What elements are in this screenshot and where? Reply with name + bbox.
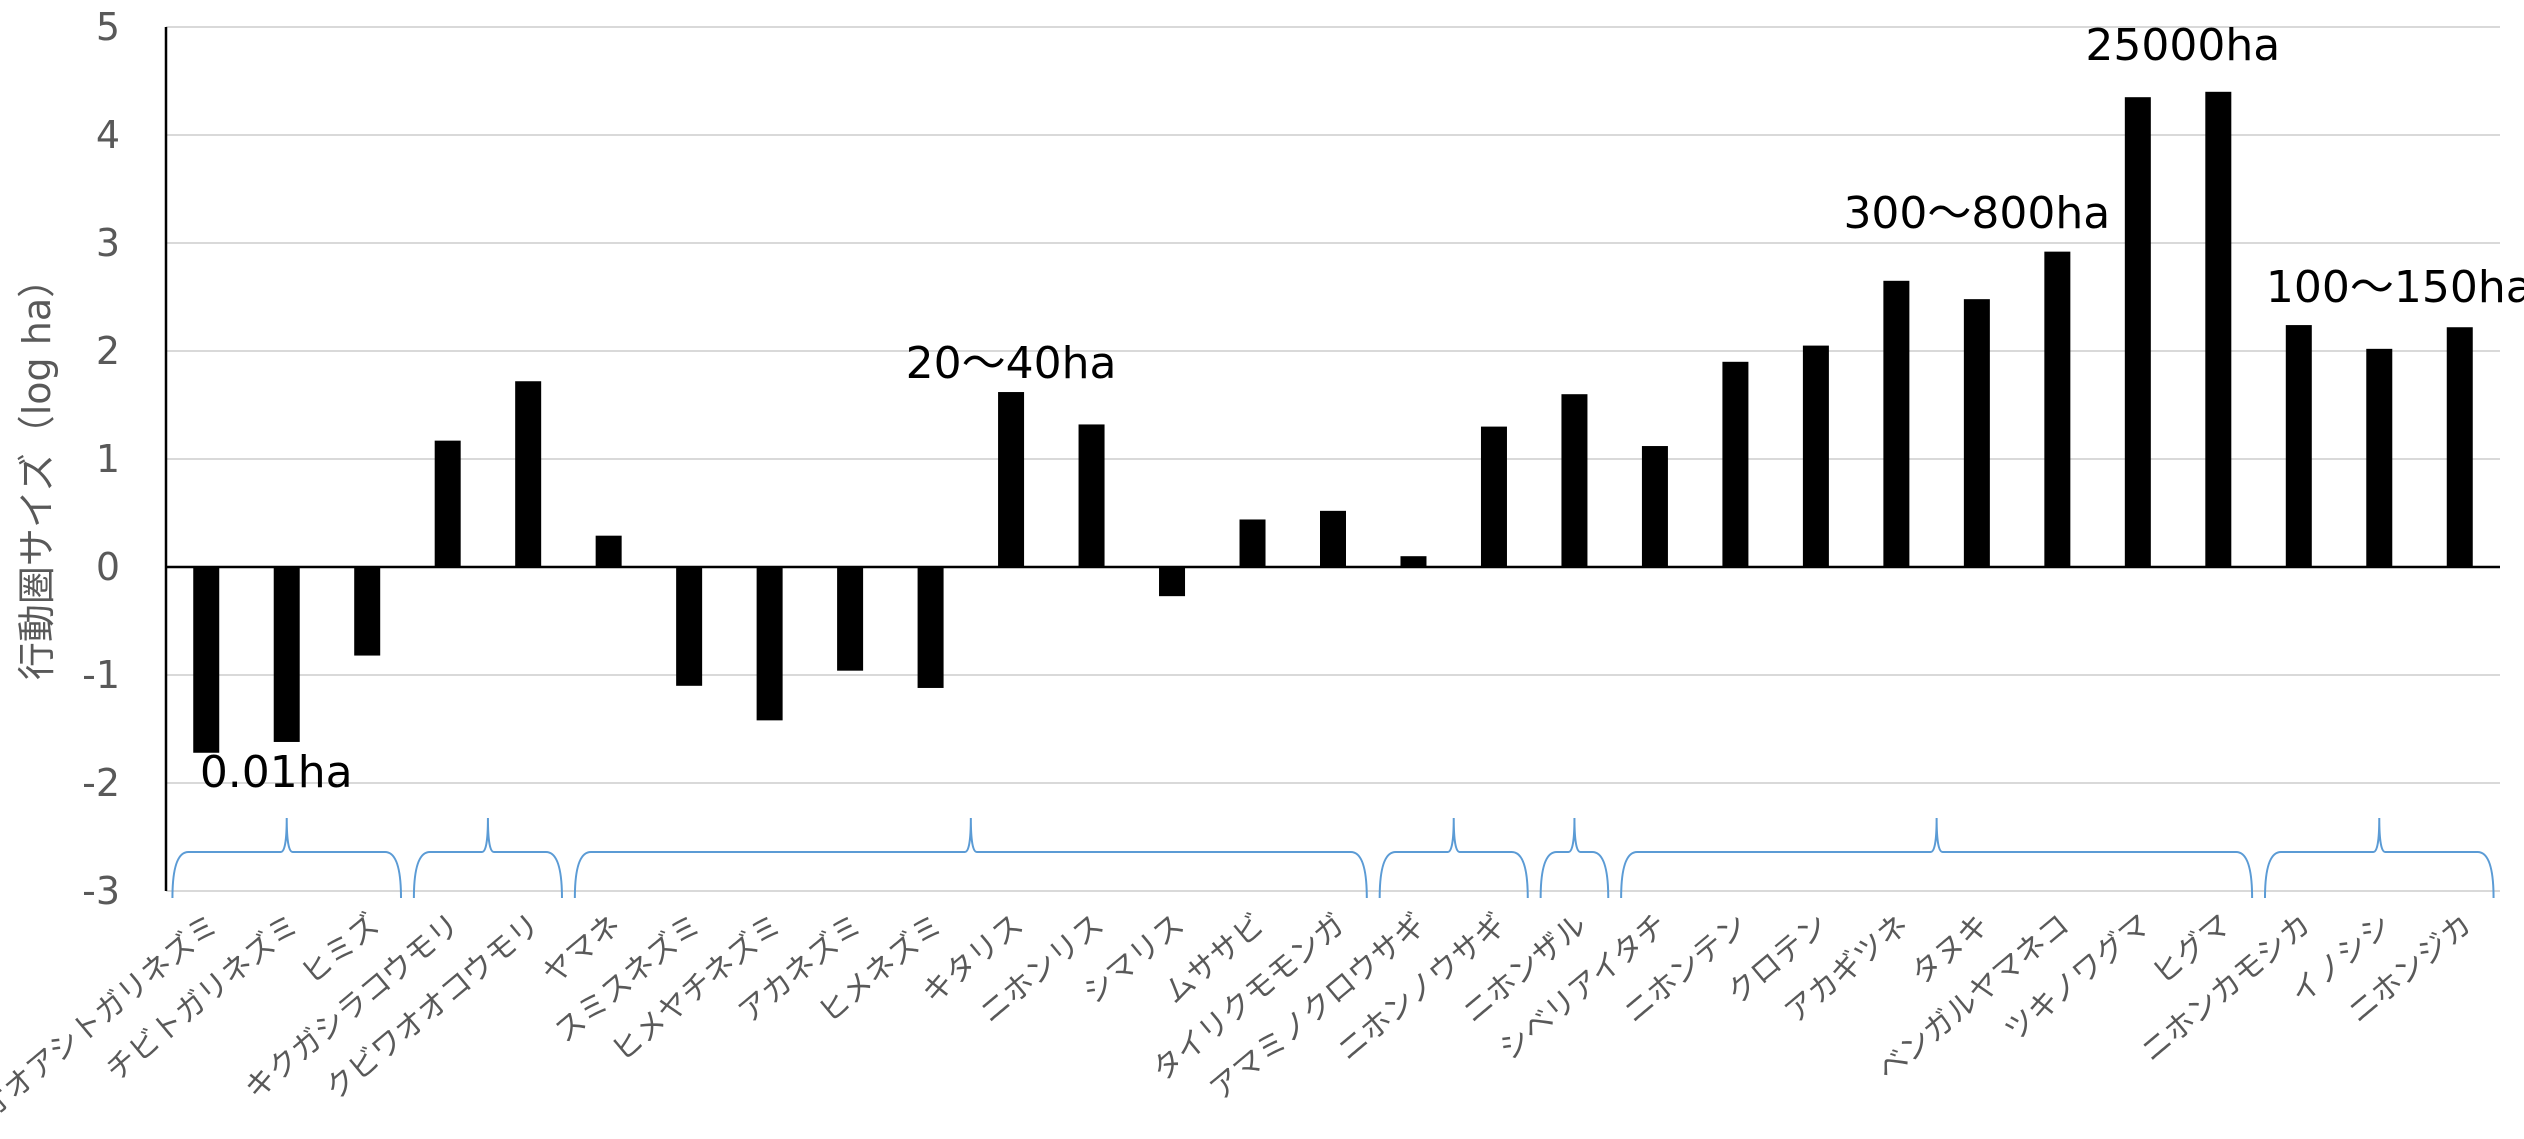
bar: [434, 440, 461, 567]
bar: [1722, 361, 1749, 567]
annotation-label: 20～40ha: [906, 338, 1117, 389]
bar: [1480, 426, 1507, 567]
annotation-label: 25000ha: [2085, 20, 2280, 71]
y-tick-label: 3: [96, 221, 120, 265]
bar: [1641, 446, 1668, 567]
y-tick-label: -3: [82, 869, 120, 913]
group-brace: [1539, 817, 1610, 899]
bar: [1561, 394, 1588, 567]
group-brace: [1378, 817, 1529, 899]
bar: [273, 567, 300, 742]
x-tick-labels: オオアシトガリネズミチビトガリネズミヒミズキクガシラコウモリクビワオオコウモリヤ…: [0, 907, 2479, 1126]
annotation-label: 100～150ha: [2266, 262, 2524, 313]
y-tick-labels: 5 4 3 2 1 0 -1 -2 -3: [82, 5, 120, 913]
gridlines: [166, 26, 2500, 892]
bar: [2124, 97, 2151, 567]
bar: [837, 567, 864, 671]
bar: [1883, 280, 1910, 567]
y-tick-label: 2: [96, 329, 120, 373]
y-tick-label: -1: [82, 653, 120, 697]
bar: [2285, 325, 2312, 567]
bar: [354, 567, 381, 656]
y-tick-label: 5: [96, 5, 120, 49]
bar: [595, 535, 622, 567]
y-tick-label: 0: [96, 545, 120, 589]
bar: [998, 392, 1025, 567]
bars: [193, 91, 2473, 753]
bar: [2366, 348, 2393, 567]
bar: [917, 567, 944, 688]
bar: [756, 567, 783, 721]
annotation-label: 0.01ha: [200, 747, 353, 798]
group-brace: [1620, 817, 2254, 899]
y-tick-label: -2: [82, 761, 120, 805]
bar: [193, 567, 220, 753]
bar: [1239, 519, 1266, 567]
group-brace: [412, 817, 563, 899]
annotation-label: 300～800ha: [1843, 188, 2110, 239]
bar: [1802, 345, 1829, 567]
bar: [1963, 299, 1990, 567]
bar: [2044, 251, 2071, 567]
y-tick-label: 4: [96, 113, 120, 157]
y-axis-label: 行動圏サイズ（log ha）: [15, 260, 59, 680]
y-tick-label: 1: [96, 437, 120, 481]
bar: [2446, 327, 2473, 567]
bar: [1159, 567, 1186, 597]
bar: [676, 567, 703, 686]
group-brace: [573, 817, 1368, 899]
annotations: 0.01ha 20～40ha 300～800ha 25000ha 100～150ha: [200, 20, 2524, 798]
group-braces: [171, 817, 2495, 899]
bar: [515, 381, 542, 567]
axes: [164, 27, 2500, 891]
bar: [2205, 91, 2232, 568]
group-brace: [2263, 817, 2495, 899]
group-brace: [171, 817, 403, 899]
bar: [1078, 424, 1105, 567]
bar: [1400, 556, 1427, 567]
bar: [1320, 510, 1346, 567]
